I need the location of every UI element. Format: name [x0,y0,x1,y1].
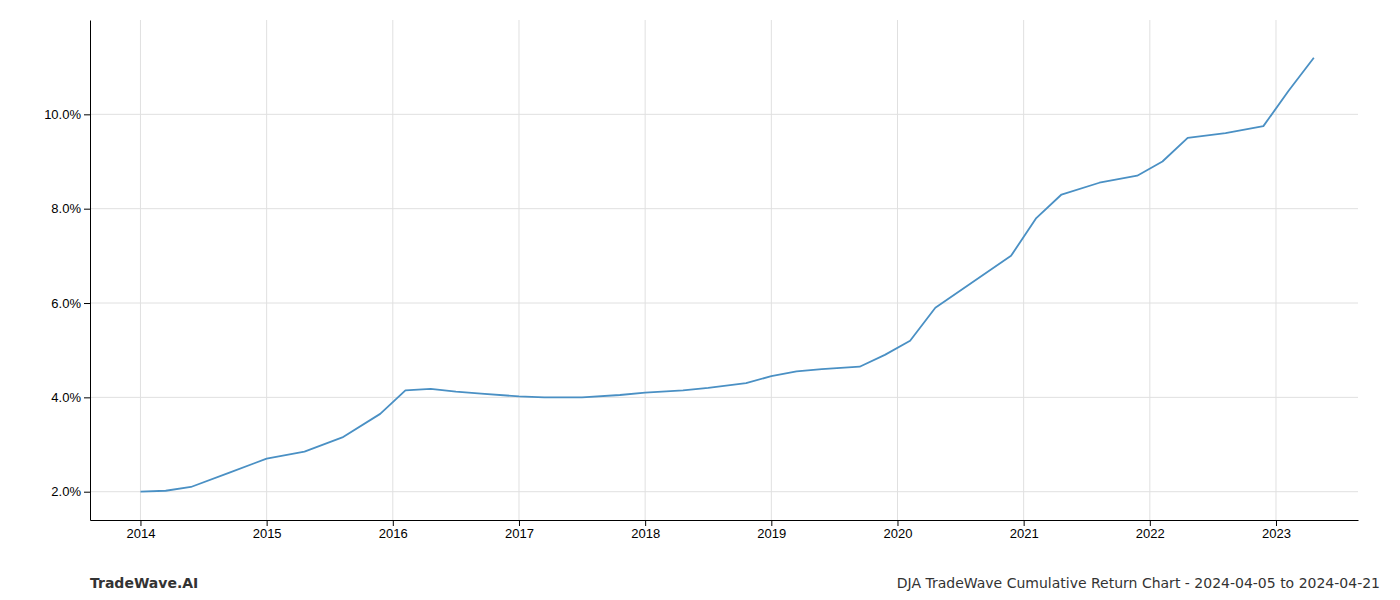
y-tick-mark [84,303,90,304]
y-tick-mark [84,397,90,398]
x-tick: 2015 [253,520,282,541]
x-tick-label: 2023 [1262,526,1291,541]
x-tick: 2018 [631,520,660,541]
x-tick: 2021 [1010,520,1039,541]
x-tick-mark [1024,520,1025,526]
y-tick-label: 4.0% [51,390,81,405]
x-tick-mark [267,520,268,526]
grid-line-y [90,303,1358,304]
annotation: DJA TradeWave Cumulative Return Chart - … [897,575,1380,591]
y-axis-line [90,21,91,521]
y-tick-label: 10.0% [44,107,81,122]
x-tick-mark [519,520,520,526]
x-tick: 2014 [127,520,156,541]
x-tick-label: 2017 [505,526,534,541]
x-tick-label: 2016 [379,526,408,541]
x-tick-mark [771,520,772,526]
y-tick-mark [84,209,90,210]
x-tick-mark [393,520,394,526]
x-tick: 2017 [505,520,534,541]
x-tick-label: 2021 [1010,526,1039,541]
grid-line-y [90,208,1358,209]
grid-line-x [897,20,898,520]
annotation: TradeWave.AI [90,575,198,591]
x-tick: 2019 [757,520,786,541]
y-tick: 8.0% [51,201,90,216]
x-axis-line [91,520,1359,521]
y-tick: 10.0% [44,107,90,122]
grid-line-x [1023,20,1024,520]
x-tick-label: 2022 [1136,526,1165,541]
y-tick-label: 2.0% [51,484,81,499]
x-tick-label: 2019 [757,526,786,541]
chart: 2014 2015 2016 2017 2018 2019 2020 2021 2022 2023… [0,0,1400,600]
y-tick: 6.0% [51,296,90,311]
x-tick-label: 2015 [253,526,282,541]
x-tick-label: 2018 [631,526,660,541]
y-tick-label: 8.0% [51,201,81,216]
y-tick: 2.0% [51,484,90,499]
y-tick: 4.0% [51,390,90,405]
y-axis: 2.0% 4.0% 6.0% 8.0% 10.0% [44,21,90,521]
x-tick: 2020 [884,520,913,541]
grid-line-x [1149,20,1150,520]
grid-line-y [90,491,1358,492]
x-tick-mark [1150,520,1151,526]
x-tick-label: 2020 [884,526,913,541]
x-tick: 2023 [1262,520,1291,541]
x-tick-mark [645,520,646,526]
y-tick-label: 6.0% [51,296,81,311]
x-tick: 2022 [1136,520,1165,541]
y-tick-mark [84,492,90,493]
grid-line-x [771,20,772,520]
grid-line-y [90,397,1358,398]
x-tick-mark [1276,520,1277,526]
grid-line-x [645,20,646,520]
y-tick-mark [84,114,90,115]
x-axis: 2014 2015 2016 2017 2018 2019 2020 2021 2022 2023 [91,520,1359,541]
x-tick-mark [140,520,141,526]
plot-area: 2014 2015 2016 2017 2018 2019 2020 2021 2022 2023… [44,20,1358,541]
line [140,58,1313,492]
grid [90,20,1358,520]
grid-line-x [266,20,267,520]
x-tick: 2016 [379,520,408,541]
grid-line-y [90,114,1358,115]
grid-line-x [518,20,519,520]
grid-line-x [140,20,141,520]
x-tick-mark [897,520,898,526]
grid-line-x [392,20,393,520]
grid-line-x [1275,20,1276,520]
marks [140,58,1313,492]
x-tick-label: 2014 [127,526,156,541]
